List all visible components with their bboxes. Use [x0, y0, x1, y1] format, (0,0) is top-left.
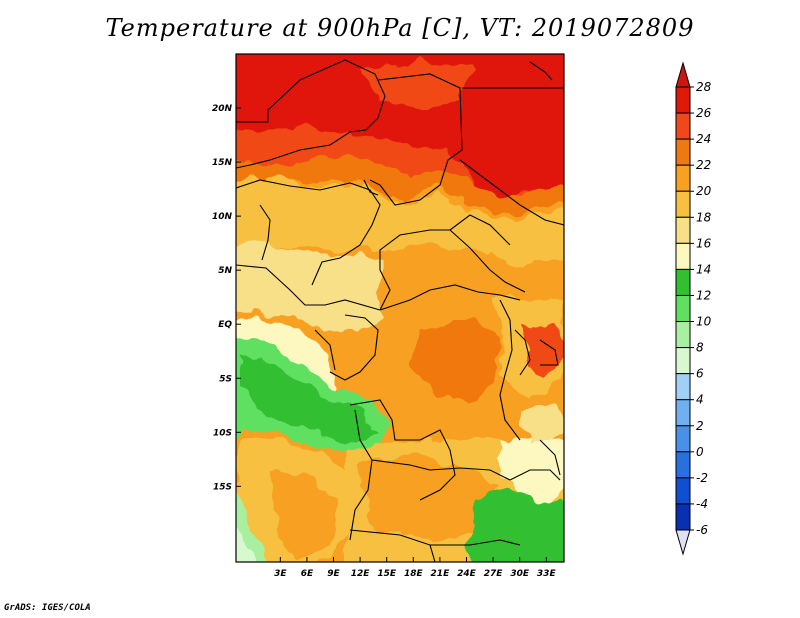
lon-tick-label: 6E	[301, 569, 314, 579]
lon-tick-label: 3E	[274, 569, 287, 579]
colorbar-label: 26	[696, 106, 712, 120]
colorbar-label: 24	[696, 132, 711, 146]
colorbar-swatch	[675, 294, 691, 323]
credit-text: GrADS: IGES/COLA	[4, 603, 91, 613]
lat-tick-label: 15S	[213, 482, 232, 492]
colorbar-label: 8	[696, 341, 704, 355]
colorbar-overflow-triangle	[675, 61, 691, 88]
temperature-field	[236, 54, 564, 562]
map-title: Temperature at 900hPa [C], VT: 201907280…	[105, 14, 695, 42]
colorbar-swatch	[675, 451, 691, 479]
colorbar-swatch	[675, 373, 691, 401]
colorbar-label: 2	[696, 419, 704, 433]
colorbar-swatch	[675, 112, 691, 140]
colorbar-label: 20	[696, 184, 712, 198]
colorbar-label: 0	[696, 445, 704, 459]
lon-tick-label: 9E	[327, 569, 340, 579]
colorbar-swatch	[675, 321, 691, 349]
latitude-axis: 20N 15N 10N 5N EQ 5S 10S 15S	[212, 104, 241, 492]
colorbar-swatch	[675, 86, 691, 114]
colorbar-label: -4	[696, 497, 708, 511]
colorbar-label: 10	[696, 315, 712, 329]
colorbar-label: 22	[696, 158, 711, 172]
longitude-axis: 3E 6E 9E 12E 15E 18E 21E 24E 27E 30E 33E	[274, 557, 556, 579]
lat-tick-label: EQ	[218, 320, 232, 330]
colorbar-swatch	[675, 425, 691, 453]
lon-tick-label: 33E	[537, 569, 557, 579]
lat-tick-label: 10N	[212, 212, 233, 222]
colorbar-swatch	[675, 164, 691, 192]
lat-tick-label: 15N	[212, 158, 233, 168]
colorbar-label: 6	[696, 367, 704, 381]
lon-tick-label: 27E	[484, 569, 504, 579]
lat-tick-label: 5S	[219, 374, 232, 384]
colorbar-swatch	[675, 503, 691, 531]
country-borders	[236, 59, 564, 562]
colorbar-label: 16	[696, 236, 712, 250]
colorbar-swatch	[675, 268, 691, 296]
lon-tick-label: 12E	[351, 569, 371, 579]
colorbar-swatch	[675, 347, 691, 375]
colorbar-label: 18	[696, 210, 712, 224]
lon-tick-label: 21E	[431, 569, 451, 579]
colorbar-swatch	[675, 216, 691, 244]
lon-tick-label: 30E	[510, 569, 530, 579]
colorbar-label: 12	[696, 288, 711, 302]
colorbar-swatch	[675, 242, 691, 270]
lat-tick-label: 10S	[213, 428, 232, 438]
colorbar-swatch	[675, 399, 691, 427]
colorbar-label: 28	[696, 80, 712, 94]
lat-tick-label: 5N	[218, 266, 232, 276]
lon-tick-label: 15E	[377, 569, 397, 579]
colorbar-label: -6	[696, 523, 708, 537]
colorbar-swatch	[675, 138, 691, 166]
colorbar-swatch	[675, 190, 691, 218]
colorbar-label: 14	[696, 262, 711, 276]
lon-tick-label: 24E	[457, 569, 477, 579]
map-frame	[235, 53, 565, 563]
colorbar-underflow-triangle	[675, 529, 691, 556]
colorbar-label: -2	[696, 471, 708, 485]
colorbar-swatch	[675, 477, 691, 505]
lat-tick-label: 20N	[212, 104, 233, 114]
lon-tick-label: 18E	[404, 569, 424, 579]
colorbar-label: 4	[696, 393, 704, 407]
